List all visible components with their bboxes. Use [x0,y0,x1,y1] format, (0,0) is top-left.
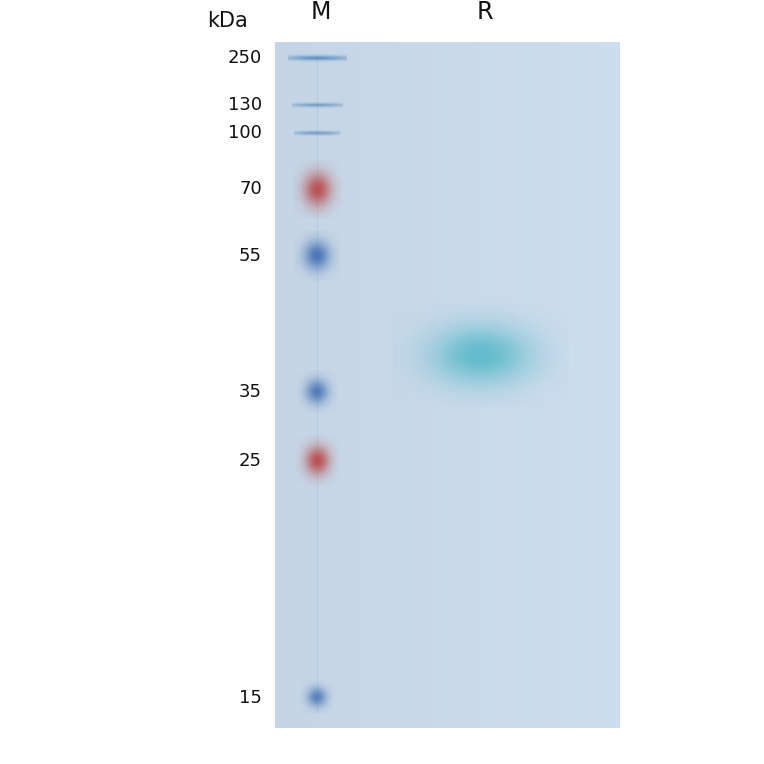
Text: 35: 35 [239,383,262,401]
Text: 250: 250 [228,49,262,67]
Text: 100: 100 [228,124,262,142]
Text: 55: 55 [239,247,262,265]
Text: M: M [311,1,331,24]
Text: kDa: kDa [208,11,248,31]
Text: 70: 70 [239,180,262,199]
Text: 15: 15 [239,688,262,707]
Text: 130: 130 [228,96,262,115]
Text: R: R [477,1,494,24]
Text: 25: 25 [239,452,262,470]
